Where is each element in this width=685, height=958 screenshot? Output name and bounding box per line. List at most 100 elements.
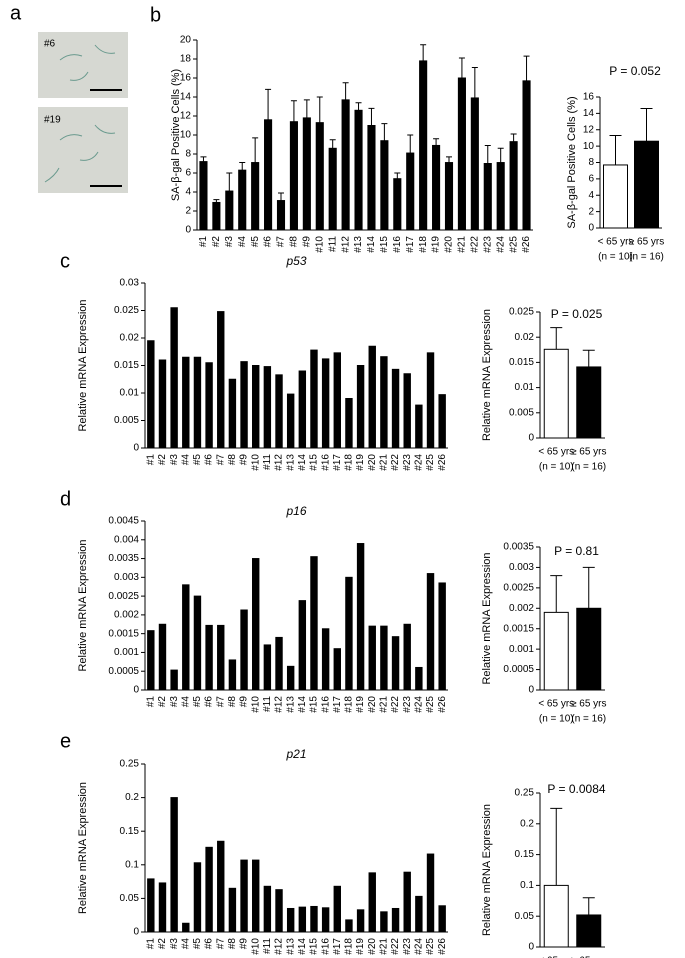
- error-bar: [394, 172, 401, 179]
- error-bar: [381, 123, 388, 141]
- x-tick-label: ≥ 65 yrs: [629, 237, 665, 248]
- y-tick-label: 0.005: [509, 407, 534, 418]
- error-bar: [407, 134, 414, 154]
- y-tick-label: 0.25: [120, 759, 140, 770]
- x-tick-label: #9: [239, 938, 250, 950]
- x-tick-label: #18: [344, 454, 355, 471]
- bar: [356, 543, 365, 691]
- bar: [522, 80, 531, 231]
- error-bar: [609, 134, 622, 165]
- bar: [603, 164, 628, 229]
- bar: [576, 366, 602, 439]
- y-tick-label: 12: [180, 111, 192, 122]
- bar: [158, 359, 167, 449]
- y-tick-label: 0.015: [509, 357, 534, 368]
- bar: [276, 200, 286, 231]
- x-tick-label: #23: [402, 696, 413, 713]
- x-tick-label: #8: [227, 938, 238, 950]
- bar: [368, 625, 376, 691]
- x-tick-label: #4: [180, 696, 191, 708]
- error-bar: [213, 199, 220, 203]
- x-tick-label: #6: [204, 938, 215, 950]
- x-tick-label: #11: [262, 696, 273, 712]
- x-tick-label: #16: [320, 938, 331, 955]
- panel-label: a: [10, 2, 22, 24]
- y-tick-label: 0.0035: [503, 542, 534, 553]
- x-tick-label: #21: [379, 696, 390, 713]
- x-tick-label: < 65 yrs: [538, 699, 574, 710]
- bar: [310, 349, 318, 449]
- y-tick-label: 0: [133, 685, 139, 696]
- x-tick-label: #2: [157, 938, 168, 950]
- x-tick-label: #13: [285, 938, 296, 955]
- bar: [406, 152, 415, 231]
- x-tick-label: #21: [457, 236, 468, 253]
- x-tick-label: #10: [250, 696, 261, 713]
- x-tick-label: #7: [215, 938, 226, 950]
- error-bar: [497, 147, 504, 163]
- y-tick-label: 0: [133, 443, 139, 454]
- x-tick-label: #9: [301, 236, 312, 248]
- x-tick-label: #2: [157, 696, 168, 708]
- bar: [403, 373, 411, 449]
- bar: [240, 609, 248, 691]
- y-tick-label: 16: [583, 92, 595, 103]
- bar: [403, 623, 411, 691]
- x-tick-label: #25: [425, 454, 436, 471]
- x-tick-label: < 65 yrs: [538, 956, 574, 958]
- bar: [432, 144, 441, 231]
- error-bar: [550, 807, 563, 886]
- y-axis-label: Relative mRNA Expression: [481, 309, 493, 441]
- error-bar: [329, 139, 336, 149]
- y-tick-label: 6: [185, 168, 191, 179]
- x-tick-label: #2: [211, 236, 222, 248]
- y-tick-label: 2: [185, 206, 191, 217]
- x-tick-label: #18: [418, 236, 429, 253]
- x-tick-label: #6: [204, 454, 215, 466]
- x-tick-label: #13: [285, 696, 296, 713]
- y-tick-label: 2: [588, 206, 594, 217]
- bar: [315, 122, 324, 231]
- x-tick-label: #11: [262, 454, 273, 470]
- bar: [263, 885, 272, 933]
- error-bar: [458, 57, 465, 78]
- bar: [391, 907, 400, 933]
- y-tick-label: 0: [528, 942, 534, 953]
- x-tick-label: #2: [157, 454, 168, 466]
- y-tick-label: 0: [185, 225, 191, 236]
- error-bar: [640, 107, 653, 142]
- bar: [321, 907, 330, 933]
- x-tick-label: #15: [309, 938, 320, 955]
- error-bar: [471, 67, 478, 98]
- annotation: P = 0.052: [609, 64, 661, 78]
- x-tick-label: #23: [482, 236, 493, 253]
- micrograph: [38, 107, 128, 193]
- bar: [415, 895, 423, 933]
- x-tick-label: #8: [227, 696, 238, 708]
- bar: [333, 648, 341, 691]
- bar: [205, 846, 213, 933]
- x-tick-label: #23: [402, 938, 413, 955]
- x-tick-label: #14: [297, 454, 308, 471]
- error-bar: [290, 100, 297, 122]
- x-tick-label: #22: [469, 236, 480, 253]
- bar: [333, 352, 341, 449]
- x-tick-label: #21: [379, 454, 390, 471]
- bar: [158, 882, 167, 933]
- bar: [444, 162, 454, 231]
- bar: [182, 922, 190, 933]
- y-tick-label: 0.02: [120, 333, 140, 344]
- x-tick-label: < 65 yrs: [538, 447, 574, 458]
- bar: [345, 919, 353, 933]
- x-tick-label: #7: [215, 696, 226, 708]
- y-tick-label: 0.01: [120, 388, 140, 399]
- x-tick-label: ≥ 65 yrs: [571, 956, 607, 958]
- y-tick-label: 4: [588, 190, 594, 201]
- bar: [147, 630, 155, 691]
- x-tick-label: ≥ 65 yrs: [571, 699, 607, 710]
- x-tick-label: #20: [367, 454, 378, 471]
- x-tick-label: #5: [192, 454, 203, 466]
- y-tick-label: 6: [588, 174, 594, 185]
- y-tick-label: 0.005: [114, 415, 139, 426]
- bar: [496, 162, 505, 231]
